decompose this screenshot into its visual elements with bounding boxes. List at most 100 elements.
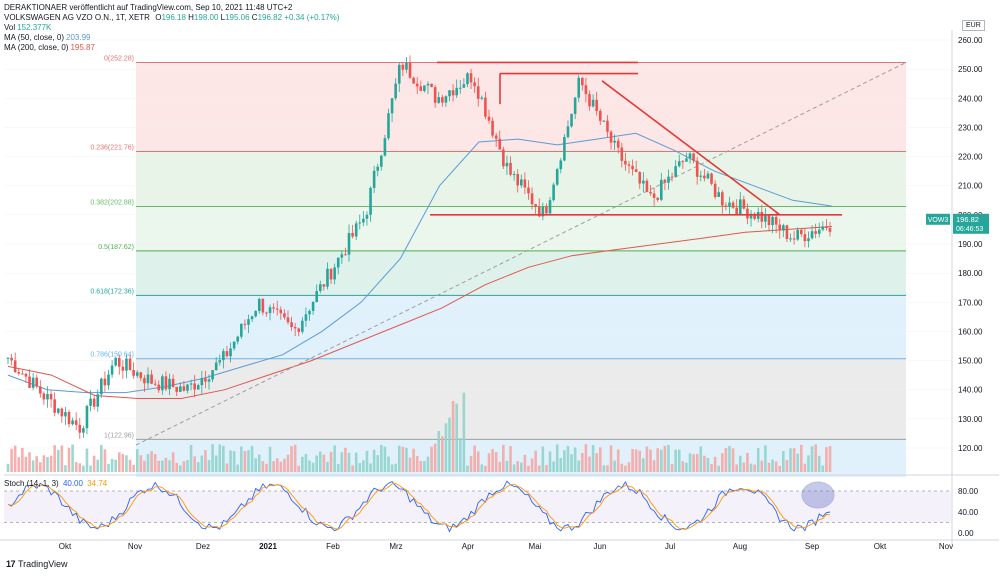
ohlc-change: +0.34 (+0.17%) [284, 13, 340, 22]
candle-body [685, 158, 688, 162]
volume-bar [577, 460, 581, 472]
volume-bar [64, 465, 67, 472]
candle-body [706, 173, 710, 179]
x-tick-label: Aug [733, 542, 747, 551]
candle-body [598, 110, 602, 121]
volume-bar [401, 446, 405, 472]
volume-bar [753, 464, 756, 472]
volume-bar [89, 465, 92, 472]
volume-bar [789, 448, 792, 472]
ma200-legend: MA (200, close, 0) 195.87 [4, 43, 95, 53]
candle-body [100, 378, 103, 395]
ma50-legend: MA (50, close, 0) 203.99 [4, 33, 91, 43]
volume-bar [82, 465, 85, 472]
candle-body [408, 62, 412, 78]
currency-button[interactable]: EUR [962, 20, 985, 31]
fib-label: 0.5(187.62) [98, 244, 134, 251]
candle-body [527, 187, 530, 194]
stoch-tick: 40.00 [958, 508, 979, 517]
candle-body [257, 298, 261, 311]
candle-body [164, 376, 168, 390]
candle-body [659, 179, 663, 200]
candle-body [713, 183, 717, 197]
candle-body [444, 96, 448, 103]
volume-bar [523, 454, 527, 472]
candle-body [39, 386, 42, 394]
volume-bar [663, 445, 667, 472]
volume-bar [100, 445, 103, 472]
volume-bar [272, 461, 275, 472]
volume-bar [67, 447, 71, 472]
x-tick-label: Okt [874, 542, 887, 551]
volume-bar [667, 444, 670, 472]
volume-bar [193, 456, 196, 472]
candle-body [534, 204, 537, 208]
candle-body [530, 193, 534, 205]
candle-body [146, 374, 150, 384]
candle-body [347, 233, 351, 255]
volume-bar [387, 456, 390, 472]
volume-bar [13, 445, 17, 472]
candle-body [318, 284, 322, 292]
volume-bar [153, 454, 157, 472]
candle-body [186, 384, 189, 391]
volume-bar [469, 455, 473, 472]
volume-bar [491, 449, 494, 472]
volume-bar [731, 448, 735, 472]
volume-bar [530, 458, 534, 472]
stoch-d-value: 34.74 [87, 479, 108, 488]
volume-bar [222, 445, 225, 472]
candle-body [817, 229, 821, 234]
candle-body [584, 85, 588, 95]
candle-body [828, 228, 832, 232]
candle-body [268, 307, 272, 314]
candle-body [354, 223, 358, 237]
candle-body [674, 166, 677, 177]
volume-bar [609, 445, 613, 472]
candle-body [261, 298, 265, 313]
volume-bar [225, 463, 229, 472]
volume-bar [606, 465, 609, 472]
volume-bar [117, 452, 121, 472]
fib-label: 1(122.96) [104, 432, 134, 439]
candle-body [634, 169, 638, 173]
volume-bar [624, 465, 627, 472]
volume-bar [175, 462, 179, 472]
volume-bar [107, 463, 110, 472]
candle-body [56, 408, 60, 413]
volume-bar [178, 465, 182, 472]
volume-bar [735, 464, 738, 472]
fib-label: 0.786(150.64) [90, 352, 134, 359]
fib-zone [136, 295, 906, 359]
volume-bar [613, 460, 616, 472]
volume-bar [494, 452, 498, 472]
publisher-line: DERAKTIONAER veröffentlicht auf TradingV… [4, 3, 293, 12]
volume-bar [634, 449, 638, 472]
volume-bar [92, 455, 96, 472]
fib-label: 0.236(221.76) [90, 144, 134, 151]
price-tick: 250.00 [958, 65, 983, 74]
candle-body [667, 176, 670, 183]
candle-body [21, 373, 24, 375]
candle-body [35, 377, 39, 387]
ohlc-l: 195.06 [225, 13, 250, 22]
volume-bar [778, 465, 782, 472]
volume-bar [336, 464, 340, 472]
candle-body [588, 94, 591, 107]
candle-body [796, 229, 799, 240]
volume-bar [502, 444, 505, 472]
volume-bar [721, 453, 724, 472]
candle-body [171, 378, 175, 387]
volume-bar [498, 461, 502, 472]
candle-body [13, 360, 17, 372]
candle-body [132, 369, 135, 376]
candle-body [774, 216, 778, 225]
candle-body [214, 362, 218, 371]
ohlc-h-label: H [188, 13, 194, 22]
axis-layer: 120.00 130.00 140.00 150.00 160.00 170.00 180.… [926, 30, 989, 545]
volume-bar [315, 455, 318, 472]
volume-bar [810, 446, 814, 472]
candle-body [380, 155, 383, 167]
ma-layer [7, 61, 907, 446]
candle-body [31, 377, 35, 388]
